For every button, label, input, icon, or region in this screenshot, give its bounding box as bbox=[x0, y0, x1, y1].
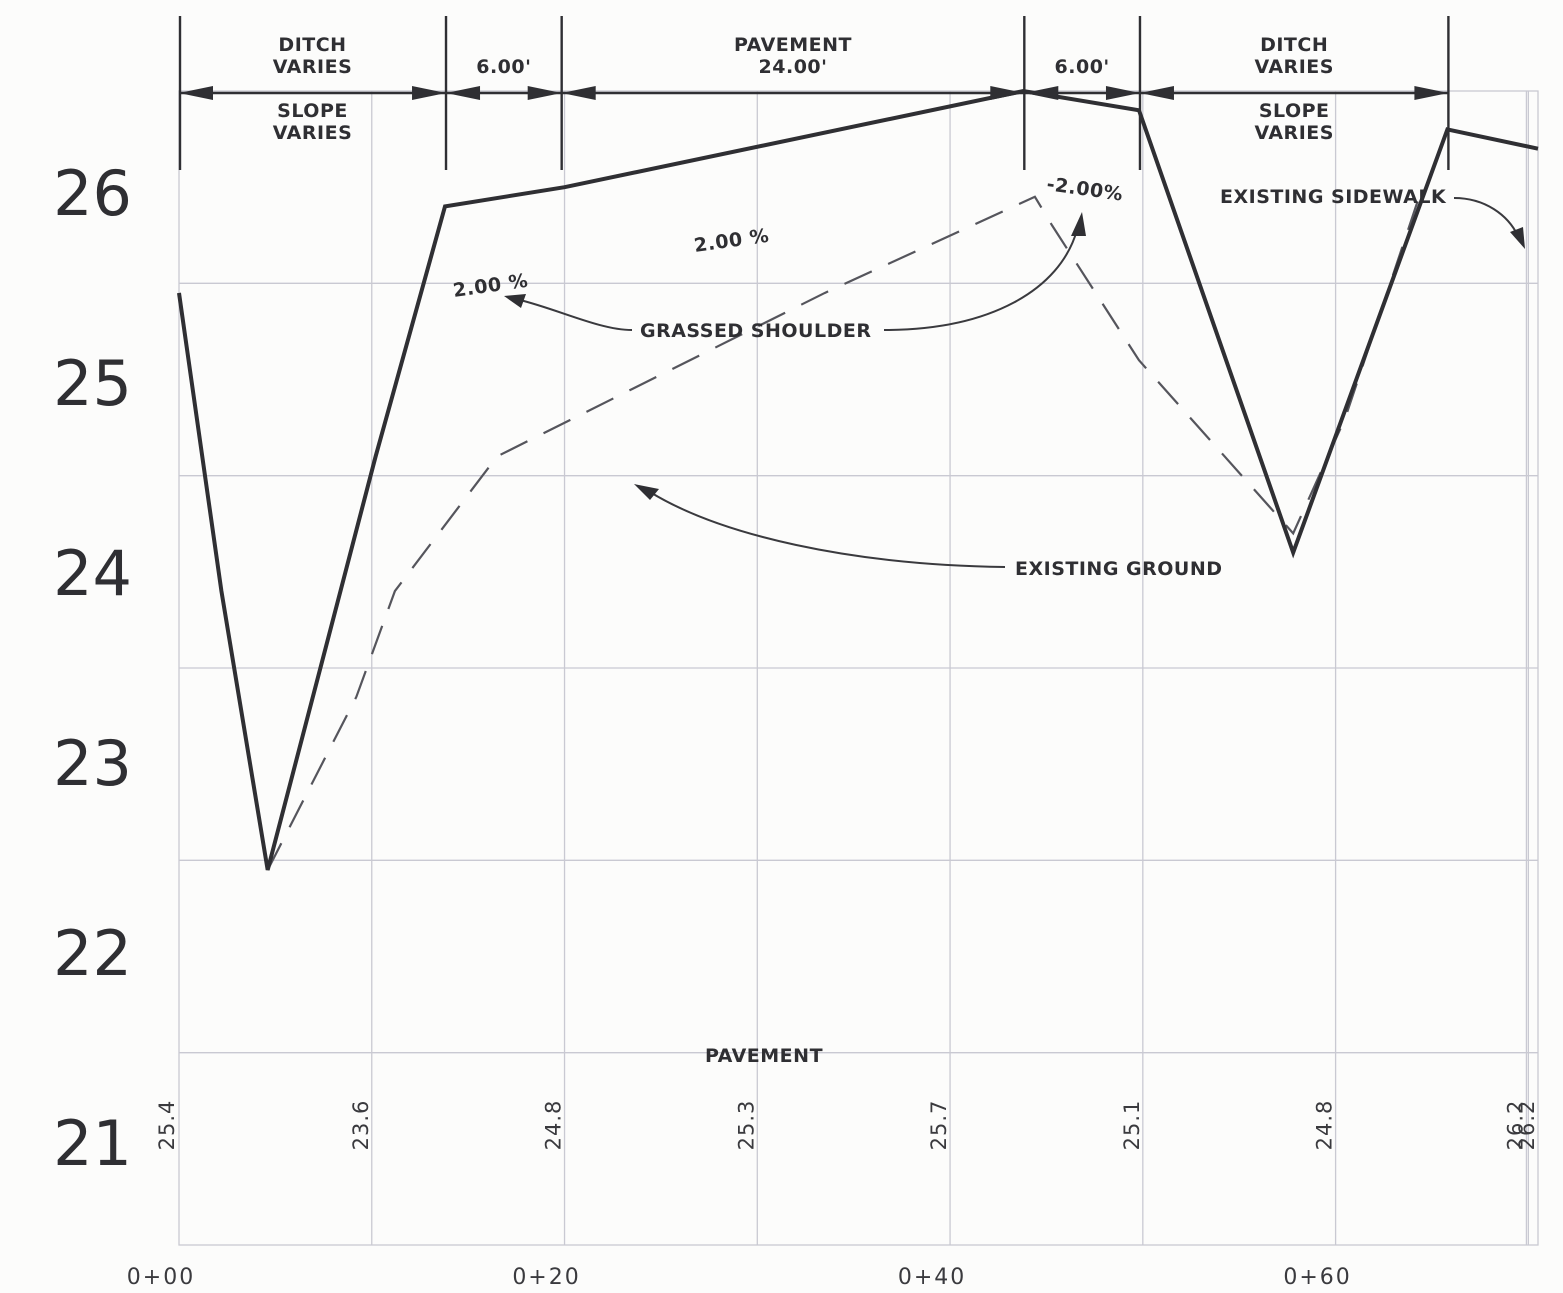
dimension-label-below: SLOPE bbox=[277, 100, 348, 122]
dimension-label-above: DITCH bbox=[278, 34, 346, 56]
x-tick-label: 0+40 bbox=[898, 1265, 966, 1290]
elevation-label: 24.8 bbox=[1313, 1100, 1337, 1151]
dimension-label-above: DITCH bbox=[1260, 34, 1328, 56]
grassed-shoulder-leader-right bbox=[883, 229, 1078, 331]
elevation-label-group: 25.4 bbox=[155, 1100, 179, 1151]
dimension-arrowhead bbox=[1414, 86, 1449, 100]
elevation-label-group: 25.7 bbox=[927, 1100, 951, 1151]
existing-ground-label: EXISTING GROUND bbox=[1015, 558, 1223, 580]
y-tick-label: 23 bbox=[53, 727, 132, 800]
grid bbox=[179, 91, 1538, 1245]
y-tick-label: 25 bbox=[53, 347, 132, 420]
dimension-arrowhead bbox=[179, 86, 213, 100]
elevation-label-group: 24.8 bbox=[1313, 1100, 1337, 1151]
dimension-arrowhead bbox=[1139, 86, 1174, 100]
elevation-label-group: 26.2 bbox=[1503, 1100, 1527, 1151]
design-section-line bbox=[177, 88, 1539, 871]
pavement-bottom-label: PAVEMENT bbox=[705, 1045, 823, 1067]
elevation-label-group: 24.8 bbox=[542, 1100, 566, 1151]
existing-ground-arrowhead bbox=[634, 484, 659, 500]
elevation-label: 25.3 bbox=[734, 1100, 758, 1151]
grassed-shoulder-arrowhead-right bbox=[1071, 212, 1086, 236]
elevation-label: 25.4 bbox=[155, 1100, 179, 1151]
dimension-label-above: 6.00' bbox=[476, 56, 531, 78]
dimension-arrowhead bbox=[990, 86, 1025, 100]
y-tick-label: 21 bbox=[53, 1107, 132, 1180]
dimension-label-below: VARIES bbox=[1254, 122, 1333, 144]
bottom-elevations: 25.4 23.6 24.8 25.3 25.7 25.1 24.8 26.226.2 bbox=[155, 1100, 1539, 1151]
x-axis-labels: 0+00 0+20 0+40 0+60 bbox=[127, 1265, 1351, 1290]
grassed-shoulder-label: GRASSED SHOULDER bbox=[640, 320, 871, 342]
existing-ground-line bbox=[266, 186, 1424, 871]
plot-frame bbox=[178, 90, 1539, 1246]
dimension-arrowhead bbox=[1105, 86, 1140, 100]
dimension-label-below: VARIES bbox=[273, 122, 352, 144]
dimension-label-above: VARIES bbox=[1254, 56, 1333, 78]
dimension-arrowhead bbox=[527, 86, 562, 100]
dimension-label-above: 24.00' bbox=[759, 56, 828, 78]
existing-ground-leader bbox=[649, 491, 1006, 568]
dimension-arrowhead bbox=[1024, 86, 1059, 100]
x-tick-label: 0+20 bbox=[512, 1265, 580, 1290]
grassed-shoulder-arrowhead-left bbox=[504, 294, 526, 308]
dimension-arrowhead bbox=[412, 86, 447, 100]
existing-sidewalk-label: EXISTING SIDEWALK bbox=[1220, 186, 1447, 208]
dimension-bar: DITCHVARIESSLOPEVARIES6.00'PAVEMENT24.00… bbox=[178, 16, 1450, 170]
existing-sidewalk-arrowhead bbox=[1510, 227, 1525, 249]
y-axis-labels: 21 22 23 24 25 26 bbox=[53, 157, 132, 1180]
dimension-arrowhead bbox=[446, 86, 481, 100]
elevation-label: 26.2 bbox=[1503, 1100, 1527, 1151]
dimension-arrowhead bbox=[561, 86, 596, 100]
elevation-label-group: 25.1 bbox=[1120, 1100, 1144, 1151]
grassed-shoulder-leader-left bbox=[519, 299, 633, 331]
elevation-label: 26.2 bbox=[1515, 1100, 1539, 1151]
dimension-label-below: SLOPE bbox=[1259, 100, 1330, 122]
elevation-label: 25.1 bbox=[1120, 1100, 1144, 1151]
slope-right-shoulder-label: -2.00% bbox=[1045, 173, 1124, 205]
elevation-label: 25.7 bbox=[927, 1100, 951, 1151]
dimension-label-above: 6.00' bbox=[1055, 56, 1110, 78]
dimension-label-above: VARIES bbox=[273, 56, 352, 78]
elevation-label-group: 25.3 bbox=[734, 1100, 758, 1151]
elevation-label-group: 23.6 bbox=[349, 1100, 373, 1151]
dimension-label-above: PAVEMENT bbox=[734, 34, 852, 56]
existing-sidewalk-leader bbox=[1453, 197, 1519, 237]
y-tick-label: 26 bbox=[53, 157, 132, 230]
x-tick-label: 0+60 bbox=[1283, 1265, 1351, 1290]
elevation-label: 24.8 bbox=[542, 1100, 566, 1151]
elevation-label-group: 26.2 bbox=[1515, 1100, 1539, 1151]
x-tick-label: 0+00 bbox=[127, 1265, 195, 1290]
y-tick-label: 22 bbox=[53, 917, 132, 990]
y-tick-label: 24 bbox=[53, 537, 132, 610]
elevation-label: 23.6 bbox=[349, 1100, 373, 1151]
slope-pavement-label: 2.00 % bbox=[693, 225, 771, 257]
